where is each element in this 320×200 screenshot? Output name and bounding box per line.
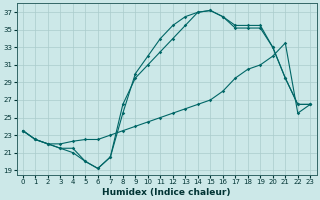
X-axis label: Humidex (Indice chaleur): Humidex (Indice chaleur) [102, 188, 231, 197]
